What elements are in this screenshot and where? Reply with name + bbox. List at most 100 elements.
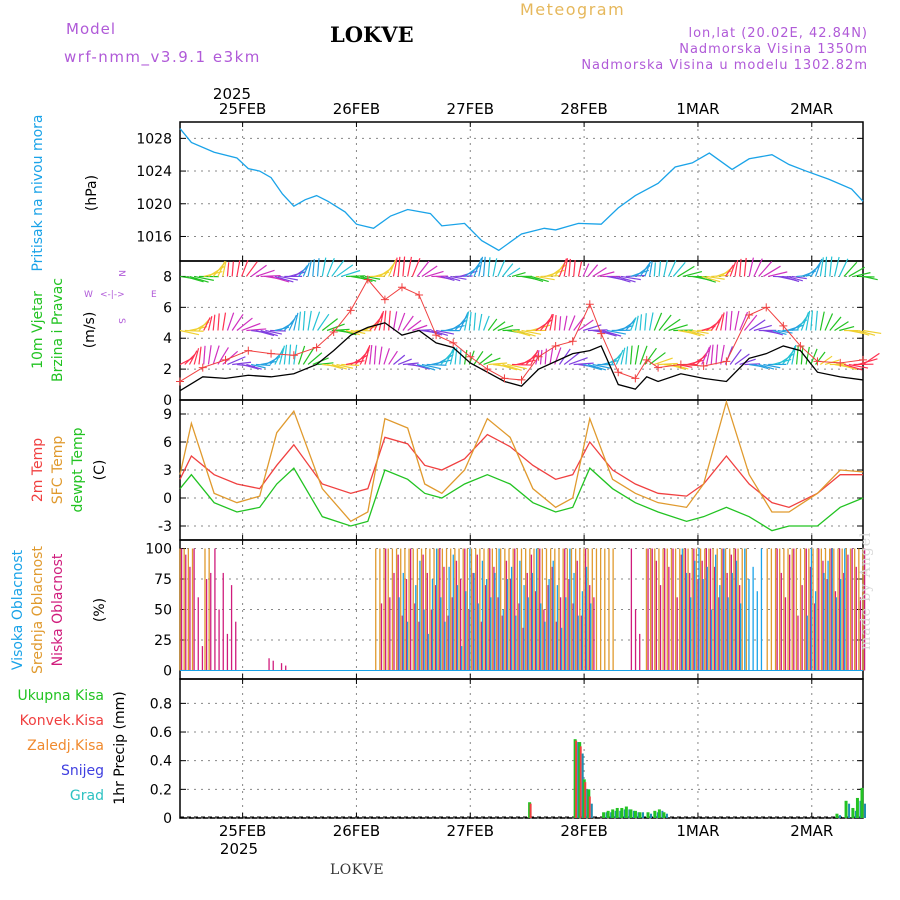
temp-title-sfc: SFC Temp xyxy=(50,436,66,505)
product-title: Meteogram xyxy=(520,0,626,19)
wind-arrow xyxy=(506,267,521,277)
wind-arrow xyxy=(862,329,882,335)
wind-arrow xyxy=(331,260,345,277)
bottom-date-label: 26FEB xyxy=(333,822,380,840)
wind-arrow xyxy=(667,260,677,277)
wind-arrow xyxy=(648,312,654,331)
wind-arrow xyxy=(364,345,371,365)
wind-arrow xyxy=(758,363,775,370)
wind-arrow xyxy=(445,347,455,365)
wind-arrow xyxy=(839,363,857,371)
wind-arrow xyxy=(426,329,443,336)
wind-arrow xyxy=(483,357,501,366)
wind-arrow xyxy=(317,362,334,366)
wind-arrow xyxy=(279,275,298,281)
wind-arrow xyxy=(639,261,651,277)
wind-arrow xyxy=(373,345,377,365)
precip-hail-bar xyxy=(649,813,652,818)
wind-arrow xyxy=(341,363,360,366)
wind-arrow xyxy=(544,348,548,365)
wind-arrow xyxy=(706,275,725,280)
wind-arrow xyxy=(245,261,258,277)
wind-units: (m/s) xyxy=(82,312,98,349)
wind-arrow xyxy=(791,344,797,365)
wind-arrow xyxy=(862,352,880,365)
cloud-panel: 0 25 50 75 100 xyxy=(145,539,866,680)
precip-total-bar xyxy=(646,812,650,818)
y-tick-label: 0 xyxy=(163,663,172,679)
wind-arrow xyxy=(336,264,354,277)
wind-arrow xyxy=(227,356,246,366)
wind-arrow xyxy=(535,275,555,281)
wind-arrow xyxy=(212,314,216,331)
wind-arrow xyxy=(207,345,212,365)
wind-arrow xyxy=(568,315,576,331)
wind-gust-marker xyxy=(699,362,708,371)
wind-arrow xyxy=(298,345,306,365)
wind-arrow xyxy=(819,311,825,331)
wind-arrow xyxy=(336,363,354,369)
precip-hail-bar xyxy=(848,803,851,818)
precip-panel: 0 0.2 0.4 0.6 0.8 xyxy=(150,678,866,827)
y-tick-label: 8 xyxy=(163,269,172,285)
wind-arrow xyxy=(701,275,721,283)
wind-arrow xyxy=(611,352,622,365)
wind-gust-marker xyxy=(614,368,623,377)
wind-arrow xyxy=(795,345,799,365)
top-date-label: 25FEB xyxy=(219,100,266,118)
wind-arrow xyxy=(573,316,585,331)
wind-arrow xyxy=(326,363,342,369)
wind-gust-marker xyxy=(346,306,355,315)
wind-gust-marker xyxy=(534,352,543,361)
wind-arrow xyxy=(805,310,811,331)
model-version: wrf-nmm_v3.9.1 e3km xyxy=(64,48,261,66)
wind-arrow xyxy=(502,329,520,332)
coords-label: lon,lat (20.02E, 42.84N) xyxy=(688,26,868,41)
wind-arrow xyxy=(473,257,483,277)
wind-arrow xyxy=(312,259,315,277)
wind-arrow xyxy=(805,346,810,365)
wind-arrow xyxy=(782,329,799,332)
wind-arrow xyxy=(373,312,384,331)
wind-arrow xyxy=(819,257,824,277)
pressure-title: Pritisak na nivou mora xyxy=(30,114,46,271)
wind-arrow xyxy=(582,263,590,277)
wind-arrow xyxy=(729,310,733,331)
wind-arrow xyxy=(558,258,568,277)
precip-total-bar xyxy=(602,812,606,818)
wind-arrow xyxy=(307,352,323,365)
y-tick-label: 6 xyxy=(163,300,172,316)
wind-arrow xyxy=(231,313,244,331)
wind-gust-marker xyxy=(631,374,640,383)
wind-arrow xyxy=(388,310,391,331)
wind-arrow xyxy=(193,348,200,365)
wind-gust-marker xyxy=(676,360,685,369)
pressure-line xyxy=(179,128,864,252)
wind-arrow xyxy=(597,271,615,278)
compass-n: N xyxy=(116,270,126,277)
wind-gust-marker xyxy=(654,363,663,372)
wind-arrow xyxy=(487,318,498,331)
wind-arrow xyxy=(620,347,626,365)
wind-arrow xyxy=(630,317,637,331)
precip-units: 1hr Precip (mm) xyxy=(112,691,128,804)
model-label: Model xyxy=(66,20,117,38)
temp-sfc-line xyxy=(179,399,864,523)
wind-arrow xyxy=(459,312,469,331)
wind-arrow xyxy=(184,329,204,332)
wind-arrow xyxy=(482,256,486,277)
precip-hail-bar xyxy=(642,812,645,818)
wind-arrow xyxy=(663,260,668,277)
precip-total-bar xyxy=(629,809,633,818)
wind-arrow xyxy=(834,321,849,332)
wind-arrow xyxy=(463,349,468,365)
wind-arrow xyxy=(838,258,849,277)
top-date-label: 1MAR xyxy=(676,100,719,118)
wind-arrow xyxy=(526,275,544,283)
compass-w: W xyxy=(84,290,93,300)
y-tick-label: 0.2 xyxy=(150,782,172,798)
y-tick-label: 1028 xyxy=(136,131,172,147)
precip-convective-bar xyxy=(584,782,587,818)
wind-arrow xyxy=(648,261,653,277)
wind-arrow xyxy=(858,329,876,336)
